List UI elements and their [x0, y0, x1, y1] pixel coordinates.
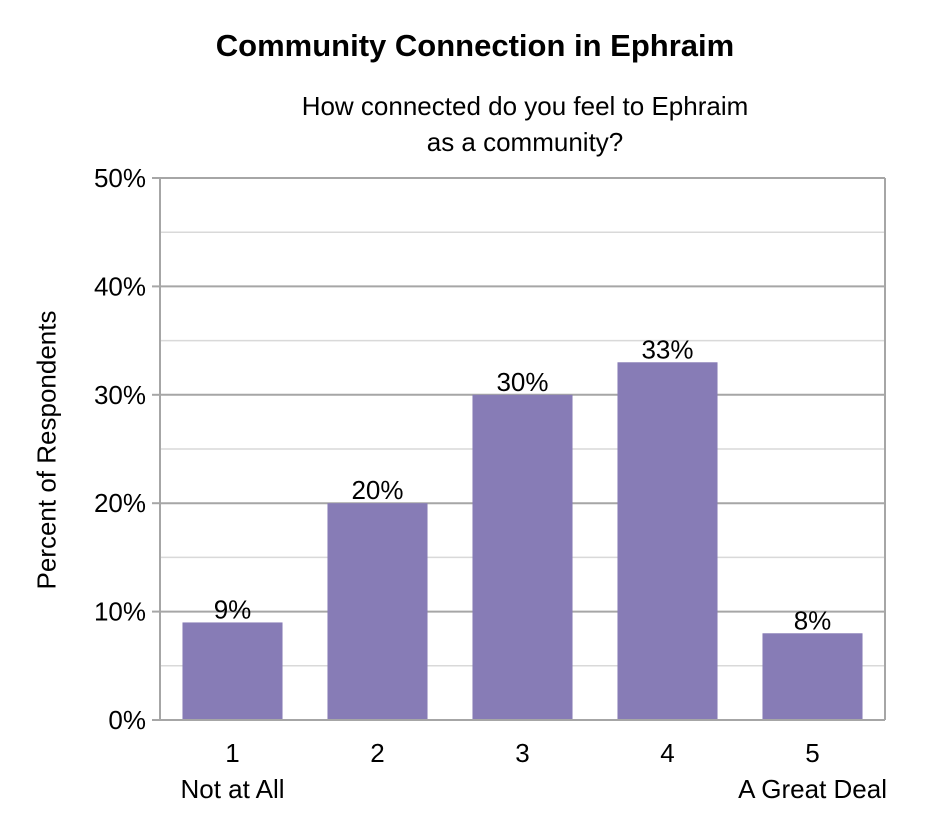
y-tick-label: 20%	[94, 488, 146, 518]
x-tick-sublabel: A Great Deal	[738, 774, 887, 804]
subtitle-line-1: How connected do you feel to Ephraim	[301, 91, 749, 121]
chart-subtitle: How connected do you feel to Ephraim as …	[160, 88, 890, 160]
data-label: 33%	[641, 334, 693, 364]
data-label: 20%	[351, 475, 403, 505]
bar	[182, 622, 283, 720]
x-tick-label: 5	[805, 738, 819, 768]
y-tick-label: 50%	[94, 163, 146, 193]
chart-title: Community Connection in Ephraim	[215, 28, 735, 63]
bar	[617, 362, 718, 720]
subtitle-line-2: as a community?	[426, 127, 624, 157]
y-tick-label: 10%	[94, 597, 146, 627]
x-tick-sublabel: Not at All	[180, 774, 284, 804]
y-tick-label: 0%	[108, 705, 146, 735]
x-tick-label: 4	[660, 738, 674, 768]
data-label: 9%	[214, 594, 252, 624]
bar	[472, 394, 573, 720]
bar	[762, 633, 863, 720]
bar	[327, 503, 428, 720]
data-label: 8%	[794, 605, 832, 635]
x-tick-label: 2	[370, 738, 384, 768]
data-label: 30%	[496, 367, 548, 397]
y-tick-label: 30%	[94, 380, 146, 410]
y-tick-label: 40%	[94, 271, 146, 301]
x-tick-label: 1	[225, 738, 239, 768]
x-tick-label: 3	[515, 738, 529, 768]
